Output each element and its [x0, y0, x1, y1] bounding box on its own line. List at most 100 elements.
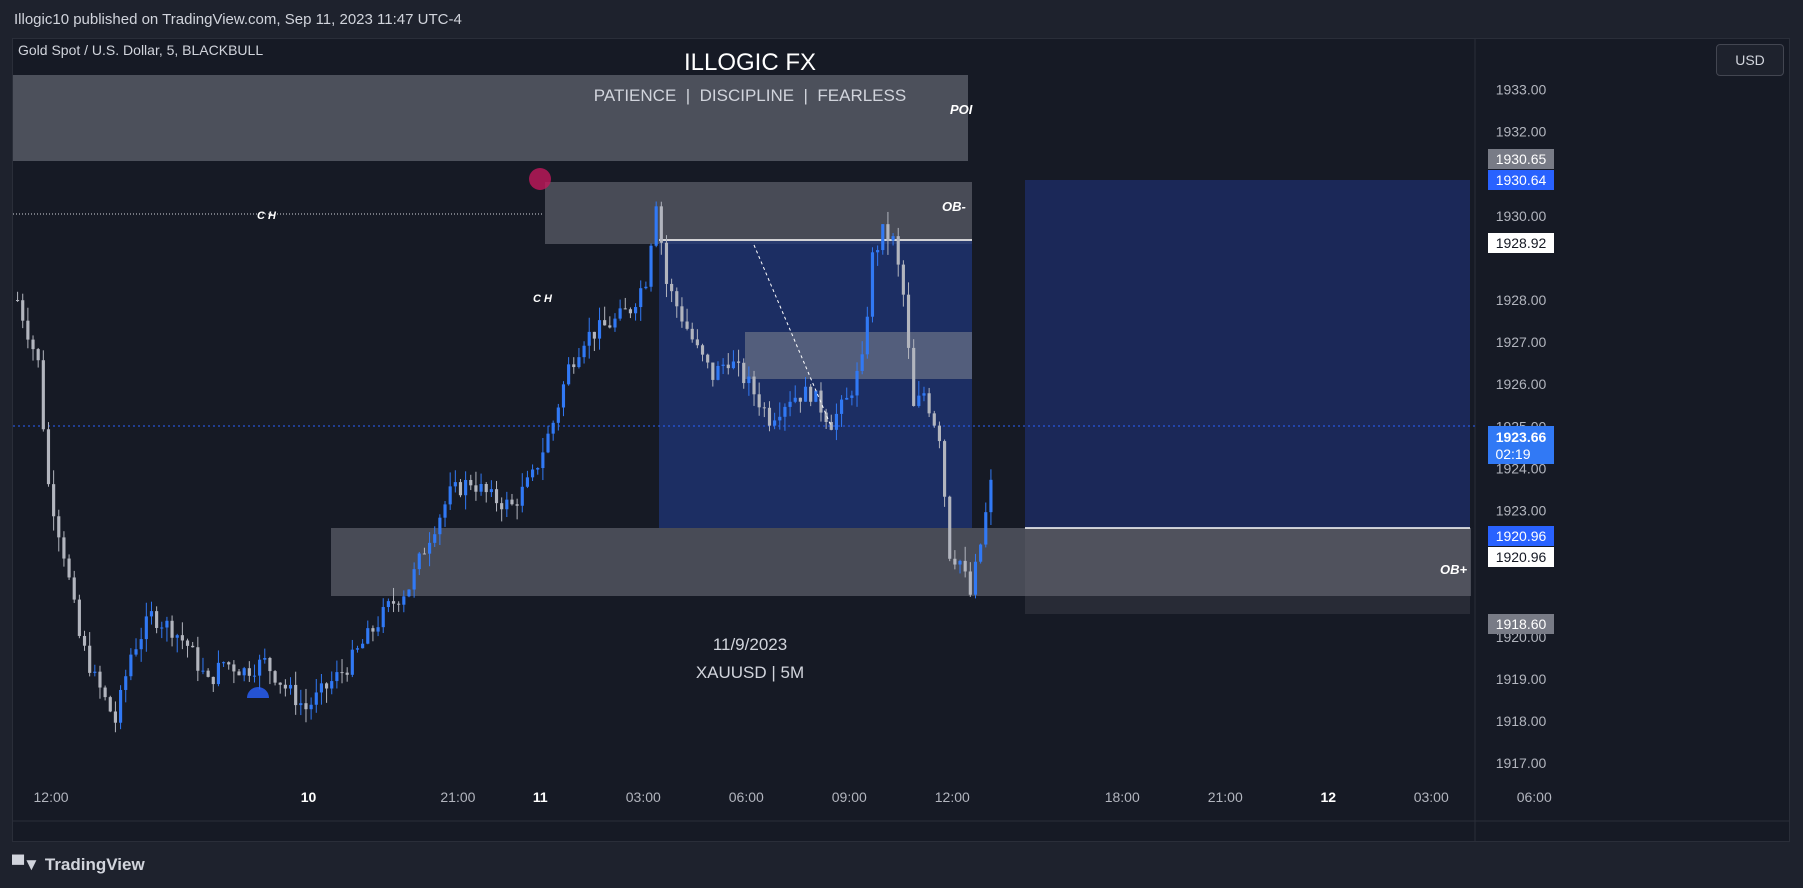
candle-body — [82, 635, 87, 646]
candle-body — [402, 596, 406, 605]
candle-body — [376, 627, 380, 632]
candle-body — [937, 425, 941, 442]
candle-body — [464, 479, 468, 496]
candle-body — [474, 485, 478, 492]
candle-body — [943, 441, 947, 497]
symbol-line: Gold Spot / U.S. Dollar, 5, BLACKBULL — [18, 42, 263, 58]
price-tick-label: 1923.00 — [1496, 503, 1547, 519]
candle-body — [175, 635, 179, 638]
candle-body — [675, 291, 679, 307]
candle-body — [845, 397, 849, 400]
price-chart[interactable]: Gold Spot / U.S. Dollar, 5, BLACKBULL IL… — [13, 39, 1789, 841]
candle-body — [361, 643, 365, 649]
candle-body — [901, 264, 905, 295]
ob-plus-label: OB+ — [1440, 562, 1468, 577]
candle-body — [422, 553, 426, 555]
overlay-pair: XAUUSD | 5M — [696, 663, 804, 682]
candle-body — [31, 339, 35, 350]
candle-body — [680, 306, 684, 322]
price-tick-label: 1933.00 — [1496, 82, 1547, 98]
candle-body — [386, 601, 390, 608]
candle-body — [798, 397, 802, 402]
candle-body — [170, 620, 174, 638]
candle-body — [572, 364, 576, 368]
candle-body — [927, 393, 931, 414]
candle-body — [783, 406, 787, 417]
candle-body — [623, 308, 627, 310]
candle-body — [330, 681, 334, 689]
price-tick-label: 1930.00 — [1496, 208, 1547, 224]
price-badge-1920-96-white: 1920.96 — [1488, 547, 1554, 567]
candle-body — [397, 603, 401, 605]
candle-body — [46, 429, 51, 485]
candle-body — [165, 620, 169, 628]
time-axis[interactable]: 12:00 10 21:00 11 03:00 06:00 09:00 12:00 18:00 2… — [34, 789, 1552, 805]
svg-text:1920.96: 1920.96 — [1496, 549, 1547, 565]
ch-label-1: C H — [257, 210, 277, 222]
tradingview-logo-icon: ▀▼ — [12, 855, 40, 874]
candle-body — [814, 390, 818, 402]
candle-body — [855, 370, 859, 396]
candle-body — [639, 288, 643, 308]
candle-body — [144, 616, 148, 640]
candle-body — [453, 482, 457, 487]
candle-body — [314, 692, 318, 705]
candle-body — [355, 648, 360, 650]
candle-body — [520, 486, 524, 506]
candle-body — [716, 365, 720, 380]
time-tick-label: 10 — [301, 789, 317, 805]
trend-line[interactable] — [753, 244, 832, 427]
candle-body — [448, 486, 452, 505]
candle-body — [824, 412, 828, 422]
price-badge-last: 1923.66 02:19 — [1488, 426, 1554, 464]
candle-body — [587, 331, 591, 346]
candle-body — [536, 468, 540, 470]
candle-body — [345, 672, 349, 675]
candle-body — [917, 395, 921, 406]
candle-body — [525, 477, 529, 487]
candle-body — [881, 224, 885, 251]
currency-button[interactable]: USD — [1716, 44, 1784, 76]
candle-body — [268, 658, 272, 672]
candles-layer — [16, 201, 993, 733]
candle-body — [500, 503, 504, 510]
candle-body — [103, 687, 107, 698]
candle-body — [211, 676, 215, 685]
candle-body — [773, 420, 777, 426]
svg-text:02:19: 02:19 — [1495, 446, 1530, 462]
candle-body — [613, 318, 617, 328]
candle-body — [700, 345, 705, 355]
candle-body — [139, 639, 143, 650]
candle-body — [510, 499, 514, 505]
ob-minus-zone[interactable] — [545, 182, 972, 244]
price-tick-label: 1917.00 — [1496, 755, 1547, 771]
candle-body — [288, 684, 293, 689]
time-tick-label: 11 — [533, 789, 548, 805]
candle-body — [26, 320, 30, 340]
long-position-zone-a[interactable] — [659, 241, 972, 528]
candle-body — [567, 364, 571, 385]
candle-body — [16, 300, 20, 302]
footer-brand[interactable]: ▀▼ TradingView — [12, 850, 145, 880]
poi-zone[interactable] — [13, 75, 968, 161]
candle-body — [252, 675, 257, 677]
candle-body — [984, 512, 988, 545]
candle-body — [659, 206, 663, 243]
candle-body — [41, 360, 45, 430]
candle-body — [603, 320, 607, 326]
candle-body — [670, 283, 674, 292]
candle-body — [67, 558, 71, 578]
candle-body — [644, 286, 648, 289]
candle-body — [865, 316, 869, 355]
candle-body — [309, 704, 313, 710]
candle-body — [72, 577, 76, 600]
candle-body — [932, 413, 936, 426]
candle-body — [809, 386, 813, 402]
long-position-zone-b[interactable] — [1025, 180, 1470, 528]
candle-body — [577, 357, 581, 368]
ob-plus-zone[interactable] — [331, 528, 1471, 596]
candle-body — [726, 364, 730, 369]
candle-body — [469, 479, 473, 486]
svg-text:1923.66: 1923.66 — [1496, 429, 1547, 445]
candle-body — [870, 252, 875, 317]
